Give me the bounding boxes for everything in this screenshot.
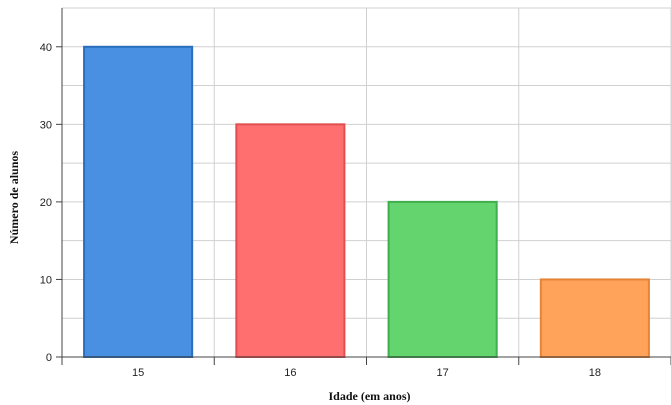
axes: [56, 8, 671, 365]
x-tick-label: 15: [132, 367, 144, 379]
bar-17: [387, 200, 498, 358]
x-tick-label: 18: [589, 367, 601, 379]
y-axis-title: Número de alunos: [7, 151, 21, 244]
y-tick-label: 30: [40, 119, 52, 131]
y-tick-label: 40: [40, 42, 52, 54]
bar-18: [539, 278, 650, 359]
tick-labels: 0 10 20 30 40 15 16 17 18: [40, 42, 671, 379]
bars-group: [83, 45, 650, 359]
bar-16: [235, 123, 346, 359]
y-tick-label: 10: [40, 274, 52, 286]
x-axis-title: Idade (em anos): [328, 389, 410, 403]
x-tick-label: 16: [284, 367, 296, 379]
bar-15: [83, 45, 194, 359]
y-tick-label: 0: [46, 352, 52, 364]
x-tick-label: 17: [437, 367, 449, 379]
y-tick-label: 20: [40, 197, 52, 209]
